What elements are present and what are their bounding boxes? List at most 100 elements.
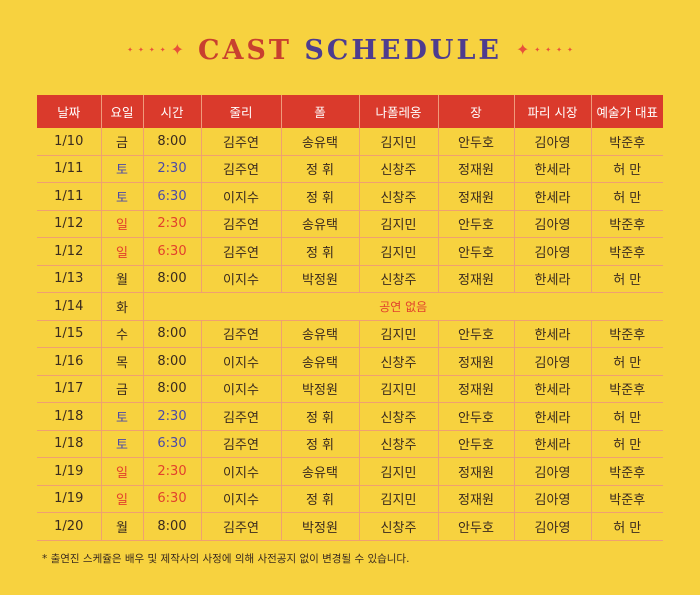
- cast-cell: 김주연: [200, 237, 281, 266]
- cast-cell: 허 만: [590, 430, 663, 458]
- table-row: 1/18 토 6:30 김주연 정 휘 신창주 안두호 한세라 허 만: [37, 430, 663, 458]
- cast-cell: 김지민: [358, 237, 438, 266]
- date-cell: 1/16: [37, 347, 101, 376]
- cast-cell: 박준후: [590, 128, 663, 156]
- table-row: 1/19 일 6:30 이지수 정 휘 김지민 정재원 김아영 박준후: [37, 485, 663, 513]
- cast-cell: 정 휘: [280, 485, 359, 513]
- column-header: 나폴레옹: [358, 95, 438, 128]
- cast-cell: 안두호: [437, 402, 514, 431]
- footnote: * 출연진 스케쥴은 배우 및 제작사의 사정에 의해 사전공지 없이 변경될 …: [42, 553, 410, 565]
- cast-cell: 이지수: [200, 182, 281, 211]
- cast-cell: 이지수: [200, 457, 281, 486]
- cast-cell: 박정원: [280, 265, 359, 293]
- cast-cell: 정재원: [437, 182, 514, 211]
- time-cell: 8:00: [142, 265, 201, 293]
- cast-cell: 허 만: [590, 265, 663, 293]
- time-cell: 2:30: [142, 210, 201, 238]
- cast-cell: 신창주: [358, 402, 438, 431]
- title-word-schedule: SCHEDULE: [304, 34, 503, 66]
- day-cell: 일: [100, 457, 143, 486]
- day-cell: 월: [100, 265, 143, 293]
- day-cell: 토: [100, 402, 143, 431]
- table-row: 1/17 금 8:00 이지수 박정원 김지민 정재원 한세라 박준후: [37, 375, 663, 403]
- date-cell: 1/10: [37, 128, 101, 156]
- day-cell: 일: [100, 237, 143, 266]
- no-show-cell: 공연 없음: [142, 292, 663, 321]
- date-cell: 1/11: [37, 155, 101, 183]
- cast-cell: 김주연: [200, 402, 281, 431]
- cast-cell: 송유택: [280, 128, 359, 156]
- time-cell: 8:00: [142, 320, 201, 348]
- day-cell: 월: [100, 512, 143, 541]
- column-header: 예술가 대표: [590, 95, 663, 128]
- sparkle-decoration-left: ✦ ✦ ✦ ✦ ✦: [127, 40, 184, 59]
- day-cell: 화: [100, 292, 143, 321]
- cast-cell: 정재원: [437, 375, 514, 403]
- cast-cell: 김아영: [513, 347, 591, 376]
- day-cell: 일: [100, 210, 143, 238]
- cast-cell: 허 만: [590, 512, 663, 541]
- day-cell: 수: [100, 320, 143, 348]
- cast-cell: 안두호: [437, 512, 514, 541]
- cast-cell: 박준후: [590, 375, 663, 403]
- cast-cell: 신창주: [358, 430, 438, 458]
- cast-cell: 송유택: [280, 320, 359, 348]
- cast-cell: 김주연: [200, 128, 281, 156]
- time-cell: 6:30: [142, 237, 201, 266]
- cast-cell: 송유택: [280, 347, 359, 376]
- table-row: 1/10 금 8:00 김주연 송유택 김지민 안두호 김아영 박준후: [37, 128, 663, 156]
- cast-cell: 신창주: [358, 182, 438, 211]
- cast-cell: 김지민: [358, 457, 438, 486]
- cast-cell: 안두호: [437, 320, 514, 348]
- table-row: 1/19 일 2:30 이지수 송유택 김지민 정재원 김아영 박준후: [37, 457, 663, 486]
- cast-cell: 김지민: [358, 210, 438, 238]
- cast-cell: 김아영: [513, 128, 591, 156]
- time-cell: 6:30: [142, 430, 201, 458]
- day-cell: 일: [100, 485, 143, 513]
- cast-cell: 정 휘: [280, 182, 359, 211]
- date-cell: 1/19: [37, 457, 101, 486]
- table-row: 1/14 화 공연 없음: [37, 292, 663, 321]
- cast-cell: 박정원: [280, 512, 359, 541]
- cast-cell: 김주연: [200, 430, 281, 458]
- cast-cell: 김아영: [513, 512, 591, 541]
- cast-cell: 한세라: [513, 430, 591, 458]
- day-cell: 토: [100, 430, 143, 458]
- cast-cell: 김주연: [200, 210, 281, 238]
- cast-cell: 김지민: [358, 485, 438, 513]
- time-cell: 6:30: [142, 182, 201, 211]
- cast-cell: 안두호: [437, 128, 514, 156]
- cast-cell: 박준후: [590, 210, 663, 238]
- table-row: 1/12 일 2:30 김주연 송유택 김지민 안두호 김아영 박준후: [37, 210, 663, 238]
- table-row: 1/12 일 6:30 김주연 정 휘 김지민 안두호 김아영 박준후: [37, 237, 663, 266]
- cast-cell: 안두호: [437, 210, 514, 238]
- cast-cell: 김주연: [200, 155, 281, 183]
- cast-cell: 정재원: [437, 485, 514, 513]
- cast-cell: 허 만: [590, 182, 663, 211]
- cast-cell: 정 휘: [280, 402, 359, 431]
- date-cell: 1/14: [37, 292, 101, 321]
- cast-cell: 송유택: [280, 210, 359, 238]
- cast-cell: 정재원: [437, 347, 514, 376]
- cast-cell: 정 휘: [280, 430, 359, 458]
- time-cell: 2:30: [142, 155, 201, 183]
- cast-cell: 박준후: [590, 320, 663, 348]
- time-cell: 8:00: [142, 347, 201, 376]
- date-cell: 1/12: [37, 237, 101, 266]
- cast-cell: 한세라: [513, 182, 591, 211]
- cast-cell: 허 만: [590, 347, 663, 376]
- cast-cell: 이지수: [200, 265, 281, 293]
- date-cell: 1/15: [37, 320, 101, 348]
- cast-cell: 정재원: [437, 265, 514, 293]
- cast-cell: 박준후: [590, 485, 663, 513]
- date-cell: 1/17: [37, 375, 101, 403]
- day-cell: 토: [100, 155, 143, 183]
- title-text: CAST SCHEDULE: [198, 35, 502, 66]
- cast-cell: 이지수: [200, 485, 281, 513]
- column-header: 파리 시장: [513, 95, 591, 128]
- cast-cell: 신창주: [358, 512, 438, 541]
- column-header: 줄리: [200, 95, 281, 128]
- day-cell: 금: [100, 375, 143, 403]
- table-row: 1/15 수 8:00 김주연 송유택 김지민 안두호 한세라 박준후: [37, 320, 663, 348]
- cast-cell: 한세라: [513, 375, 591, 403]
